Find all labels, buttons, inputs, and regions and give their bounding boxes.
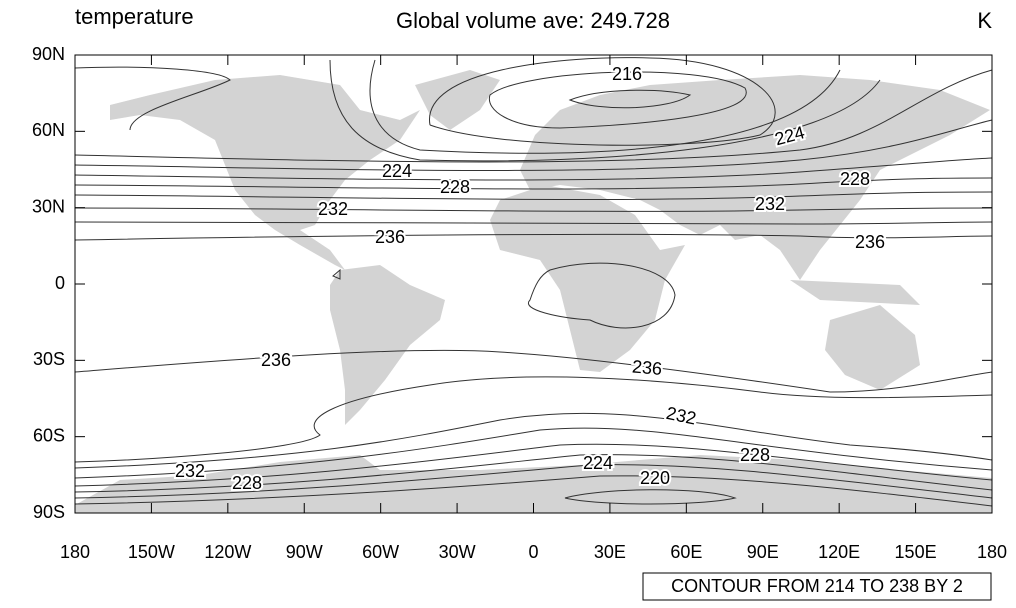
- contour-label: 236: [631, 356, 663, 379]
- x-tick-label: 60E: [670, 542, 702, 562]
- contour-label: 228: [232, 473, 262, 493]
- y-tick-label: 90S: [33, 502, 65, 522]
- x-tick-label: 150E: [895, 542, 937, 562]
- y-tick-label: 30N: [32, 196, 65, 216]
- x-tick-label: 60W: [362, 542, 399, 562]
- x-tick-label: 120E: [818, 542, 860, 562]
- contour-label: 224: [382, 161, 412, 181]
- x-tick-label: 150W: [128, 542, 175, 562]
- y-tick-label: 0: [55, 273, 65, 293]
- contour-label: 228: [740, 445, 770, 465]
- land: [75, 70, 992, 513]
- x-tick-label: 30E: [594, 542, 626, 562]
- contour-label: 216: [612, 64, 642, 84]
- contour-label: 236: [261, 350, 291, 370]
- contour-label: 232: [755, 194, 785, 214]
- contour-label: 220: [640, 468, 670, 488]
- contour-label: 232: [664, 403, 698, 429]
- contour-label: 232: [318, 199, 348, 219]
- y-tick-label: 60S: [33, 425, 65, 445]
- left-title: temperature: [75, 4, 194, 29]
- x-tick-label: 120W: [204, 542, 251, 562]
- footer-text: CONTOUR FROM 214 TO 238 BY 2: [671, 576, 963, 596]
- contour-label: 232: [175, 461, 205, 481]
- center-title: Global volume ave: 249.728: [396, 8, 670, 33]
- x-tick-label: 30W: [439, 542, 476, 562]
- contour-label: 224: [583, 453, 613, 473]
- x-tick-label: 180: [977, 542, 1007, 562]
- y-tick-label: 90N: [32, 44, 65, 64]
- x-tick-label: 90W: [286, 542, 323, 562]
- footer-box: [642, 572, 992, 601]
- x-tick-label: 90E: [747, 542, 779, 562]
- contour-label: 228: [840, 169, 870, 189]
- contours: [74, 57, 993, 507]
- contour-label: 228: [440, 177, 470, 197]
- x-tick-label: 0: [528, 542, 538, 562]
- contour-label: 236: [855, 232, 885, 252]
- right-title: K: [977, 8, 992, 33]
- y-tick-label: 60N: [32, 120, 65, 140]
- y-tick-label: 30S: [33, 349, 65, 369]
- contour-label: 236: [375, 227, 405, 247]
- x-tick-label: 180: [60, 542, 90, 562]
